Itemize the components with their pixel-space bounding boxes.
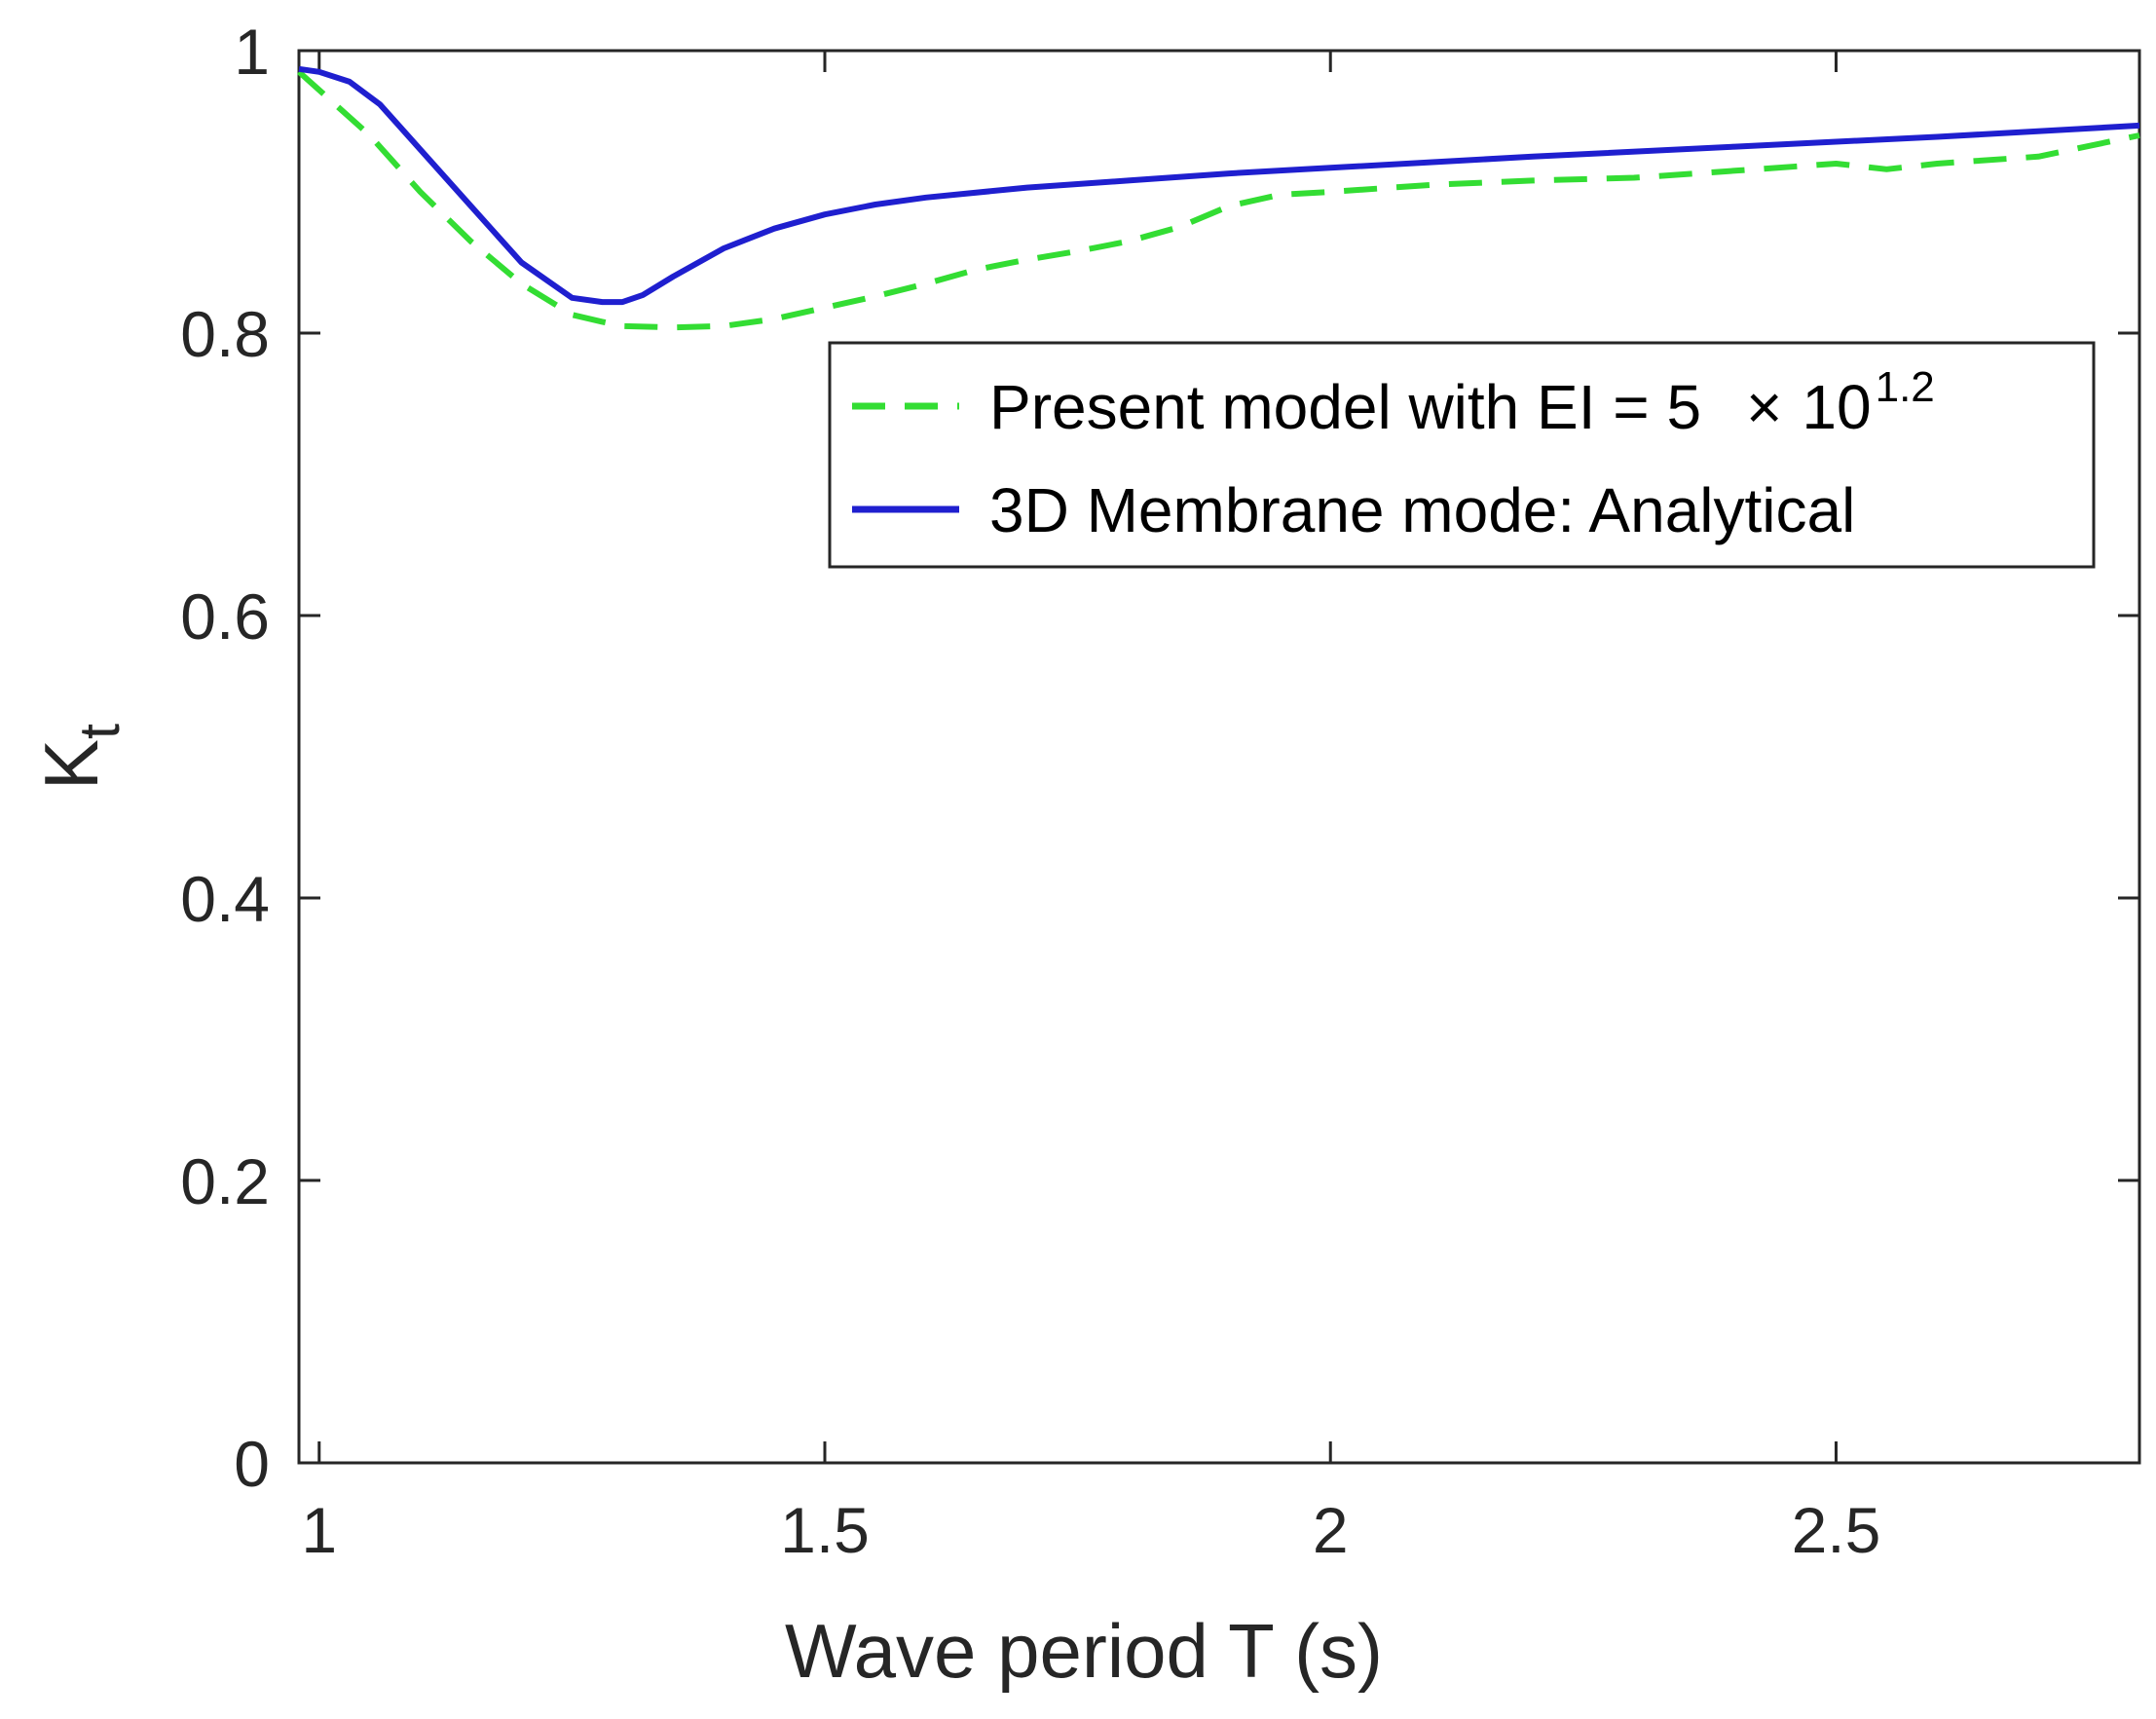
- x-axis-title: Wave period T (s): [785, 1608, 1383, 1694]
- legend-box: [828, 341, 2096, 569]
- series-layer: [296, 65, 2140, 331]
- x-tick-label: 2: [1313, 1494, 1349, 1566]
- y-tick-label: 1: [234, 16, 270, 88]
- y-tick-label: 0: [234, 1428, 270, 1500]
- y-tick-label: 0.4: [180, 863, 270, 935]
- legend: Present model with EI = 5 × 101.2 3D Membr…: [828, 341, 2096, 569]
- x-tick-label: 1.5: [780, 1494, 870, 1566]
- y-tick-label: 0.8: [180, 298, 270, 370]
- series-line-present-model: [296, 69, 2140, 331]
- y-axis-title: Kt: [28, 724, 131, 790]
- x-tick-label: 1: [301, 1494, 337, 1566]
- plot-area: [297, 49, 2141, 1465]
- y-tick-label: 0.2: [180, 1145, 270, 1217]
- x-tick-label: 2.5: [1792, 1494, 1881, 1566]
- series-line-membrane-analytical: [298, 65, 2140, 306]
- legend-label-membrane-analytical: 3D Membrane mode: Analytical: [989, 475, 1855, 545]
- y-tick-label: 0.6: [180, 580, 270, 653]
- y-axis-ticks: 0 0.2 0.4 0.6 0.8 1: [180, 16, 2139, 1500]
- legend-label-present-model: Present model with EI = 5 × 101.2: [989, 363, 1935, 442]
- x-axis-ticks: 1 1.5 2 2.5: [301, 51, 1880, 1566]
